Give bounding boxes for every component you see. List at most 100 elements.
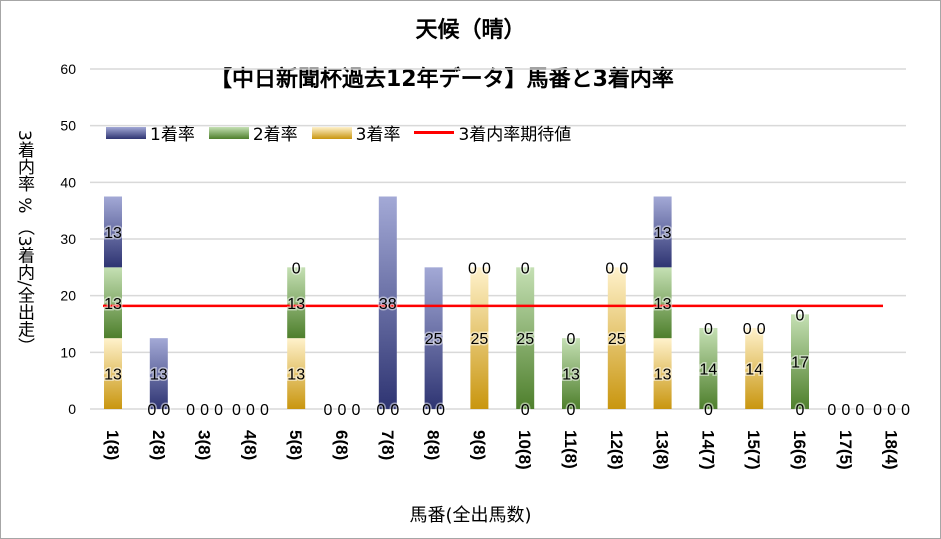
data-label: 0 (161, 402, 170, 419)
legend-item-expected: 3着内率期待値 (414, 120, 571, 145)
y-tick-label: 60 (60, 61, 76, 77)
x-tick-label: 18(4) (882, 430, 901, 470)
x-tick-label: 15(7) (744, 430, 763, 470)
bar-segment (424, 267, 443, 409)
data-label: 13 (287, 296, 305, 313)
data-label: 0 (338, 402, 347, 419)
data-label: 13 (654, 367, 672, 384)
data-label: 13 (654, 225, 672, 242)
chart-subtitle: 【中日新聞杯過去12年データ】馬番と3着内率 (210, 67, 674, 92)
data-label: 0 (567, 402, 576, 419)
data-label: 0 (704, 402, 713, 419)
bar-segment (653, 196, 672, 268)
data-label: 0 (757, 321, 766, 338)
bar-segment (470, 267, 489, 409)
data-label: 0 (567, 331, 576, 348)
data-label: 0 (436, 402, 445, 419)
chart-title: 天候（晴） (415, 18, 526, 43)
x-axis-title: 馬番(全出馬数) (409, 505, 532, 526)
data-label: 0 (887, 402, 896, 419)
y-tick-label: 20 (60, 288, 76, 304)
data-label: 25 (471, 331, 489, 348)
x-tick-label: 1(8) (103, 430, 122, 460)
data-label: 0 (827, 402, 836, 419)
y-tick-label: 30 (60, 231, 76, 247)
bar-segment (653, 267, 672, 339)
y-tick-label: 40 (60, 174, 76, 190)
data-label: 0 (147, 402, 156, 419)
data-label: 0 (796, 402, 805, 419)
legend-label-1st: 1着率 (150, 125, 195, 145)
data-label: 0 (214, 402, 223, 419)
legend-item-1st: 1着率 (106, 120, 195, 145)
legend-swatch-2nd (208, 126, 249, 139)
data-label: 0 (246, 402, 255, 419)
data-label: 13 (654, 296, 672, 313)
data-label: 0 (841, 402, 850, 419)
bar-segment (562, 338, 580, 409)
data-label: 0 (324, 402, 333, 419)
bar-segment (287, 338, 306, 409)
legend-label-2nd: 2着率 (252, 125, 298, 145)
data-label: 25 (516, 331, 534, 348)
data-label: 0 (468, 260, 477, 277)
y-tick-label: 0 (68, 401, 76, 417)
data-label: 0 (704, 321, 713, 338)
data-label: 14 (745, 361, 763, 378)
data-label: 13 (562, 367, 580, 384)
data-label: 38 (379, 296, 397, 313)
data-label: 13 (104, 367, 122, 384)
y-tick-label: 10 (60, 344, 76, 360)
legend-label-expected: 3着内率期待値 (458, 125, 572, 145)
data-label: 0 (796, 307, 805, 324)
data-label: 25 (608, 331, 626, 348)
bar-segment (791, 314, 809, 409)
data-label: 0 (901, 402, 910, 419)
data-label: 17 (791, 355, 809, 372)
data-label: 0 (521, 402, 530, 419)
bar-segment (699, 327, 718, 409)
data-label: 0 (292, 260, 301, 277)
data-label: 0 (422, 402, 431, 419)
bar-segment (607, 267, 626, 409)
bar-segment (653, 338, 672, 409)
bar-segment (287, 267, 306, 339)
data-label: 0 (855, 402, 864, 419)
x-tick-label: 10(8) (515, 430, 534, 470)
data-label: 0 (352, 402, 361, 419)
data-label: 0 (605, 260, 614, 277)
data-label: 14 (700, 361, 718, 378)
data-label: 0 (873, 402, 882, 419)
x-tick-label: 6(8) (332, 430, 351, 460)
legend-item-3rd: 3着率 (311, 120, 401, 145)
data-label: 0 (186, 402, 195, 419)
data-label: 0 (619, 260, 628, 277)
data-label: 25 (425, 331, 443, 348)
bar-segment (104, 196, 122, 268)
bar-segment (378, 196, 397, 409)
bar-segment (104, 338, 122, 409)
legend-item-2nd: 2着率 (208, 120, 298, 145)
data-label: 0 (260, 402, 269, 419)
y-axis-title: 3着内率 % （3着内/全出走） (14, 130, 34, 355)
x-tick-label: 12(8) (607, 430, 626, 470)
data-label: 0 (376, 402, 385, 419)
legend-swatch-expected (414, 131, 455, 134)
data-label: 0 (232, 402, 241, 419)
x-tick-label: 3(8) (195, 430, 214, 460)
data-label: 13 (150, 367, 168, 384)
y-tick-label: 50 (60, 118, 76, 134)
data-label: 0 (743, 321, 752, 338)
x-tick-label: 5(8) (286, 430, 305, 460)
x-tick-label: 16(6) (790, 430, 809, 470)
bar-segment (149, 338, 168, 409)
data-label: 0 (200, 402, 209, 419)
legend-swatch-3rd (311, 126, 352, 139)
x-tick-label: 13(8) (653, 430, 672, 470)
x-tick-label: 8(8) (424, 430, 443, 460)
bar-segment (516, 267, 535, 409)
x-tick-label: 4(8) (240, 430, 259, 460)
bar-segment (104, 267, 122, 339)
legend-label-3rd: 3着率 (355, 125, 401, 145)
legend: 1着率 2着率 3着率 3着内率期待値 (106, 120, 571, 145)
